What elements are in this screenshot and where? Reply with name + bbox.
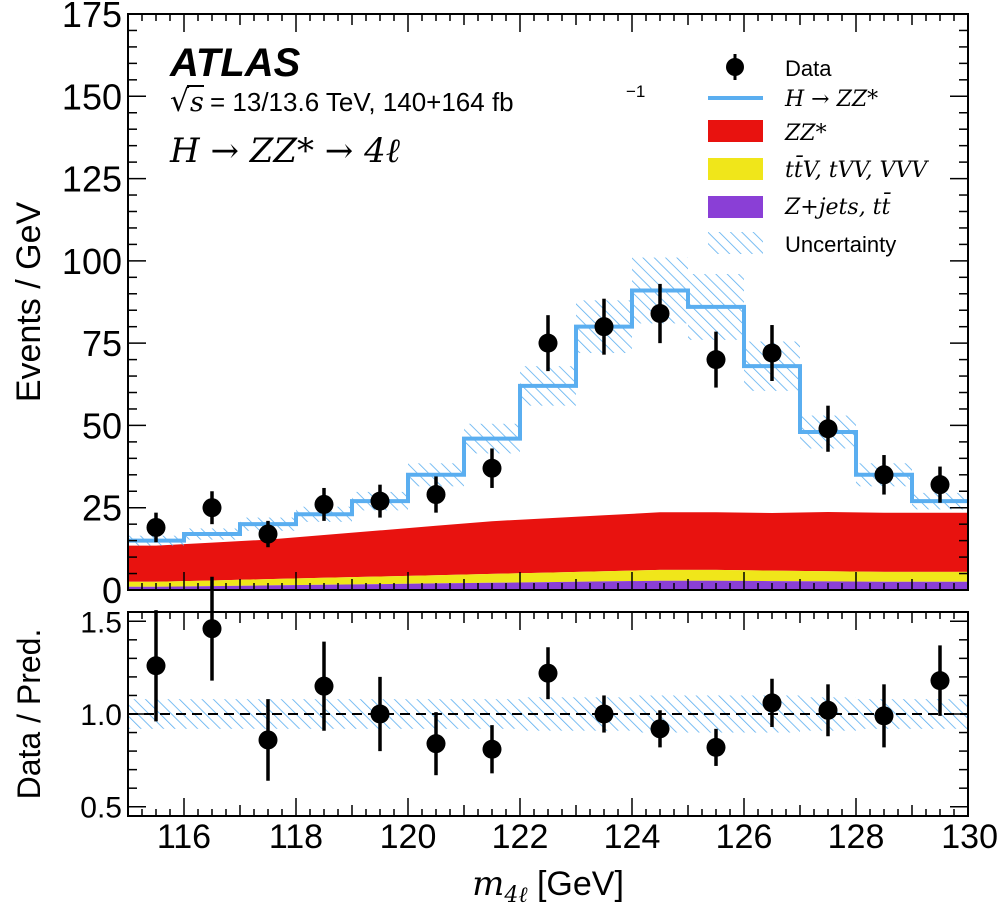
legend-uncertainty-swatch	[708, 232, 763, 254]
ratio-point	[370, 704, 390, 724]
main-y-tick-label: 100	[62, 241, 122, 282]
ratio-y-axis-label: Data / Pred.	[11, 629, 47, 800]
signal-histogram-line	[128, 288, 968, 543]
data-point	[930, 475, 950, 495]
ratio-point	[202, 619, 222, 639]
zz-background-fill	[128, 512, 968, 582]
ratio-y-tick-labels: 0.5 1.0 1.5	[80, 606, 122, 824]
x-tick-label: 116	[157, 818, 211, 856]
energy-lumi-text: = 13/13.6 TeV, 140+164 fb	[210, 87, 514, 117]
main-y-tick-label: 175	[62, 0, 122, 35]
x-tick-label: 118	[269, 818, 323, 856]
legend-label-signal: H → ZZ*	[784, 87, 878, 112]
lumi-exponent: −1	[626, 82, 645, 101]
data-point	[202, 498, 222, 518]
ratio-point	[258, 730, 278, 750]
x-tick-label: 122	[492, 818, 549, 856]
ratio-y-tick-label: 1.5	[80, 606, 122, 639]
ratio-point	[762, 693, 782, 713]
sqrt-symbol: √	[170, 84, 190, 119]
ratio-point	[874, 706, 894, 726]
x-tick-label: 124	[604, 818, 661, 856]
channel-label: H → ZZ* → 4ℓ	[169, 131, 400, 171]
legend-label-zjets: Z+jets, tt̄	[784, 192, 891, 220]
ratio-point	[594, 704, 614, 724]
legend-zz-swatch	[708, 120, 763, 142]
uncertainty-band-main	[128, 257, 968, 546]
main-y-axis-label: Events / GeV	[10, 202, 48, 403]
ratio-point	[482, 739, 502, 759]
ratio-axis-ticks	[127, 612, 969, 816]
data-point	[706, 350, 726, 370]
legend: Data H → ZZ* ZZ* tt̄V, tVV, VVV Z+jets, …	[708, 54, 929, 257]
data-point	[538, 333, 558, 353]
ratio-y-tick-label: 0.5	[80, 792, 122, 825]
main-y-tick-label: 50	[82, 405, 122, 446]
ratio-point	[930, 671, 950, 691]
data-point	[874, 465, 894, 485]
x-tick-label: 126	[716, 818, 773, 856]
legend-data-marker	[726, 54, 744, 80]
ratio-point	[706, 737, 726, 757]
data-point	[762, 343, 782, 363]
legend-label-data: Data	[785, 56, 832, 81]
data-point	[482, 458, 502, 478]
x-tick-label: 120	[380, 818, 437, 856]
data-point	[426, 485, 446, 505]
legend-zjets-swatch	[708, 196, 763, 218]
x-axis-label-unit: [GeV]	[528, 865, 624, 903]
data-point	[650, 304, 670, 324]
main-y-tick-label: 0	[102, 570, 122, 611]
ratio-y-tick-label: 1.0	[80, 699, 122, 732]
legend-label-zz: ZZ*	[784, 121, 827, 146]
main-y-tick-labels: 0 25 50 75 100 125 150 175	[62, 0, 122, 611]
data-point	[818, 419, 838, 439]
experiment-label: ATLAS	[169, 41, 301, 85]
main-y-tick-label: 25	[82, 488, 122, 529]
ratio-point	[650, 719, 670, 739]
data-point	[146, 517, 166, 537]
main-axis-ticks	[127, 13, 969, 591]
ratio-point	[818, 700, 838, 720]
main-y-tick-label: 150	[62, 76, 122, 117]
data-point	[594, 317, 614, 337]
legend-label-uncertainty: Uncertainty	[785, 232, 896, 257]
legend-label-ttv: tt̄V, tVV, VVV	[785, 155, 929, 183]
x-axis-label-sub: 4ℓ	[503, 883, 528, 908]
data-point	[258, 524, 278, 544]
legend-ttv-swatch	[708, 158, 763, 180]
x-tick-label: 128	[828, 818, 885, 856]
ratio-point	[314, 676, 334, 696]
x-tick-labels: 116 118 120 122 124 126 128 130	[157, 818, 998, 856]
energy-lumi-label: √ s = 13/13.6 TeV, 140+164 fb −1	[170, 82, 645, 119]
ratio-point	[146, 656, 166, 676]
sqrt-s-symbol: s	[190, 87, 204, 118]
data-point	[314, 494, 334, 514]
data-point	[370, 491, 390, 511]
data-points-ratio	[146, 576, 950, 781]
x-tick-label: 130	[941, 818, 998, 856]
data-points-main	[146, 283, 950, 548]
ttv-background-fill	[128, 569, 968, 587]
x-axis-label-main: m	[472, 864, 504, 904]
ratio-point	[538, 663, 558, 683]
main-y-tick-label: 125	[62, 159, 122, 200]
ratio-point	[426, 734, 446, 754]
main-y-tick-label: 75	[82, 323, 122, 364]
x-axis-label: m4ℓ [GeV]	[472, 864, 624, 908]
